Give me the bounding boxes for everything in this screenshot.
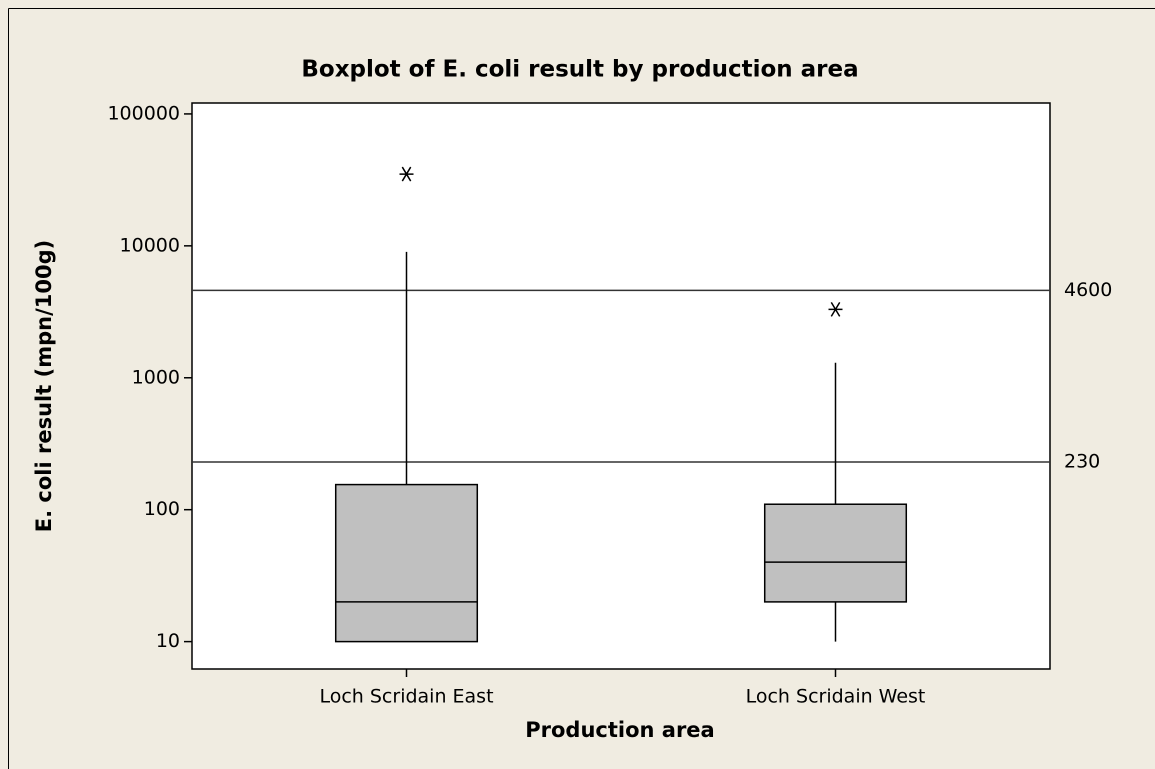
y-tick-label: 10 xyxy=(156,630,180,652)
box xyxy=(763,503,908,603)
chart-title: Boxplot of E. coli result by production … xyxy=(301,57,858,83)
y-tick-label: 100 xyxy=(144,498,180,520)
y-tick-label: 1000 xyxy=(132,366,180,388)
reference-label: 230 xyxy=(1064,450,1100,472)
outlier xyxy=(399,166,414,182)
y-tick-label: 100000 xyxy=(107,102,180,124)
y-axis-label: E. coli result (mpn/100g) xyxy=(32,240,56,532)
outlier xyxy=(828,301,843,317)
x-axis-label: Production area xyxy=(525,718,714,742)
plot-area xyxy=(191,102,1051,670)
reference-label: 4600 xyxy=(1064,279,1112,301)
y-tick-label: 10000 xyxy=(120,234,180,256)
x-tick-label: Loch Scridain West xyxy=(746,686,926,708)
x-tick-label: Loch Scridain East xyxy=(319,686,493,708)
box xyxy=(334,483,479,643)
